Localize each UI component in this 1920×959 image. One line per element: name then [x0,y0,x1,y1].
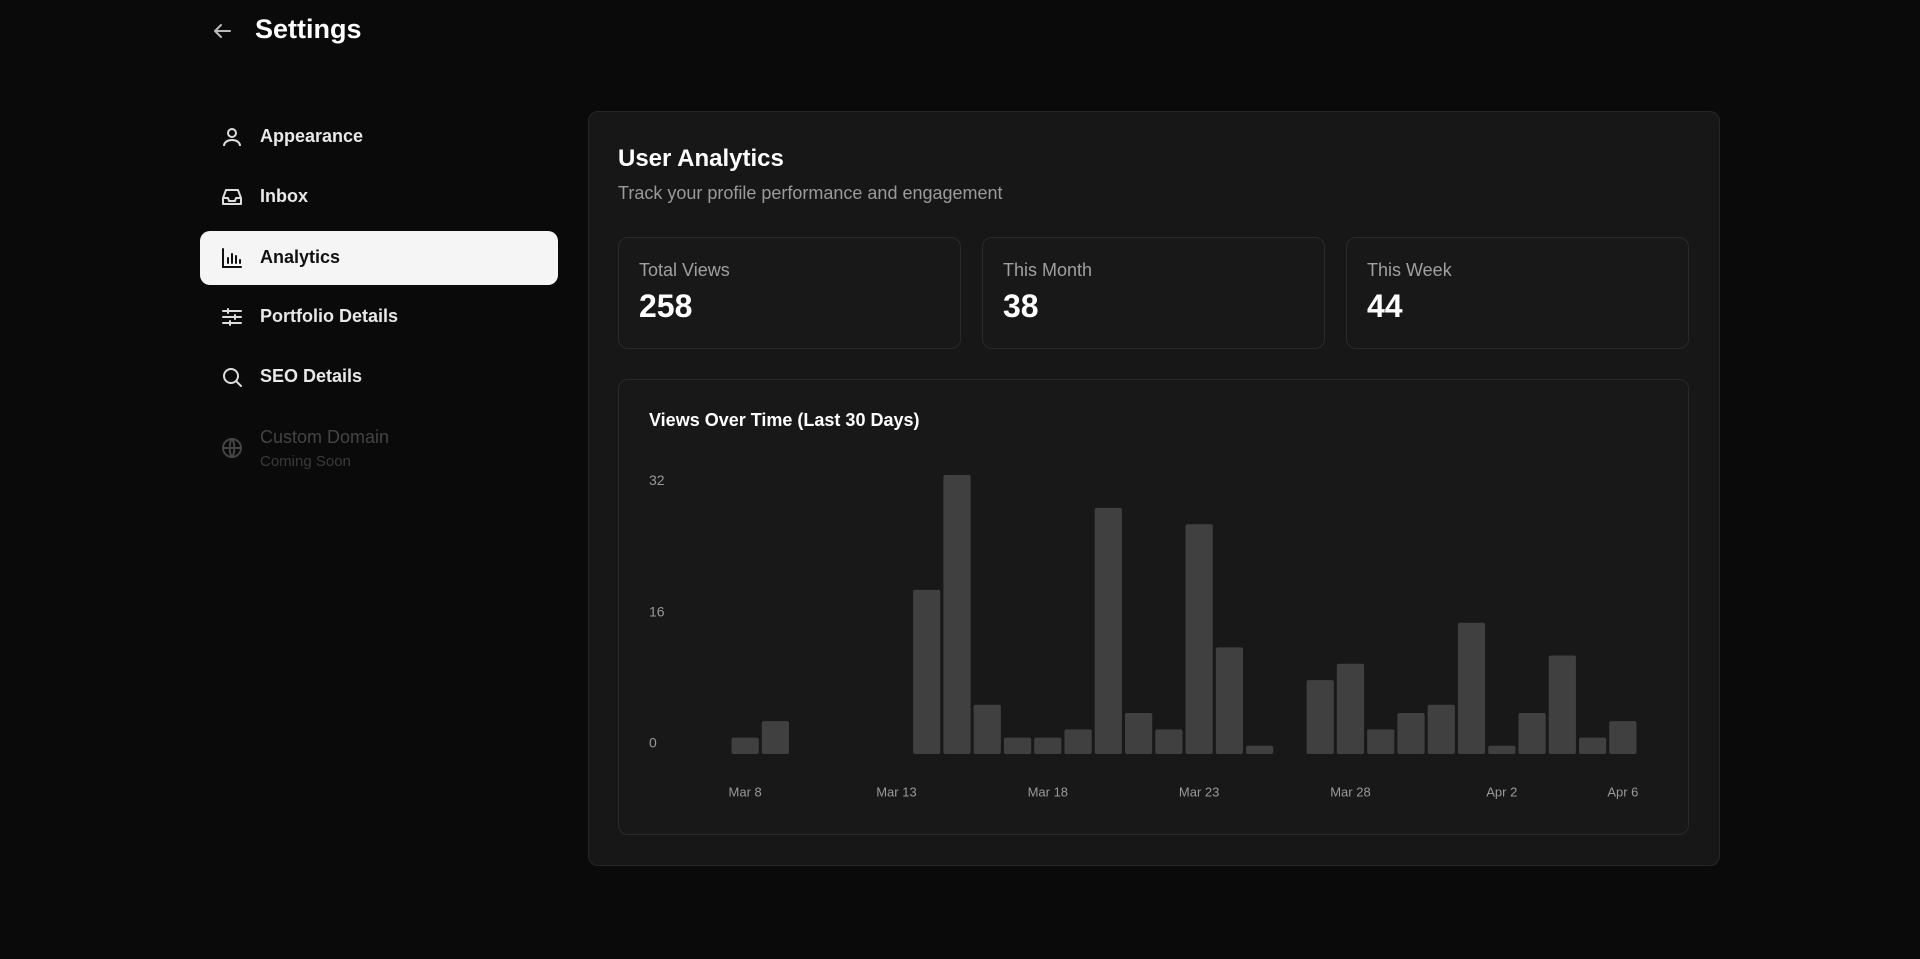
bar [1336,663,1365,754]
page-title: Settings [255,14,362,44]
icon [222,189,242,205]
stat-value: 44 [1367,288,1403,324]
nav-label: Appearance [260,126,364,146]
bar [1457,622,1486,754]
bar [1246,745,1274,754]
nav-note: Coming Soon [260,453,351,470]
icon [222,308,242,326]
bar [1155,729,1183,754]
bar [1518,712,1546,754]
nav-label: Portfolio Details [260,306,399,326]
y-tick-label: 0 [649,735,657,751]
nav-label: Inbox [260,186,308,206]
stat-value: 38 [1003,288,1039,324]
bar [1064,729,1092,754]
bar [1578,737,1607,754]
bar [1124,712,1153,754]
bar [1094,507,1122,754]
bar [913,589,941,754]
bar [1427,704,1455,754]
nav-appearance[interactable]: Appearance [200,110,558,164]
nav-label: Analytics [260,247,341,267]
bar [1397,712,1425,754]
nav-custom-domain: Custom Domain Coming Soon [200,421,558,475]
icon [222,438,242,458]
x-tick-label: Mar 13 [876,784,916,799]
x-tick-label: Mar 28 [1330,784,1370,799]
bar [943,475,971,754]
icon [222,248,242,268]
bar [1185,524,1213,754]
stat-card: This Week 44 [1346,237,1689,349]
icon [223,368,242,387]
stat-card: This Month 38 [982,237,1325,349]
bar [761,721,790,754]
nav-label: SEO Details [260,366,363,386]
nav-inbox[interactable]: Inbox [200,170,558,224]
bar [1488,745,1516,754]
bar [731,737,759,754]
nav-label: Custom Domain [260,427,390,447]
y-tick-label: 32 [649,472,665,488]
stat-value: 258 [639,288,693,324]
bar [1609,721,1637,754]
bar [1215,647,1244,754]
nav-analytics[interactable]: Analytics [200,231,558,285]
x-tick-label: Apr 2 [1486,784,1517,799]
bar [1367,729,1395,754]
back-button[interactable] [210,19,234,43]
stat-label: Total Views [639,260,730,280]
stat-card: Total Views 258 [618,237,961,349]
stat-label: This Week [1367,260,1452,280]
chart: Views Over Time (Last 30 Days) 0 16 32 Mar … [649,410,1638,800]
x-tick-label: Mar 23 [1179,784,1219,799]
chart-container [618,379,1689,835]
stat-label: This Month [1003,260,1093,280]
icon [223,128,241,147]
bar [973,704,1001,754]
x-tick-label: Mar 8 [729,784,762,799]
nav-portfolio[interactable]: Portfolio Details [200,290,558,344]
chart-title: Views Over Time (Last 30 Days) [649,410,919,430]
card-subtitle: Track your profile performance and engag… [618,183,1003,203]
bar [1548,655,1576,754]
card-title: User Analytics [618,145,784,172]
x-tick-label: Mar 18 [1028,784,1068,799]
x-tick-label: Apr 6 [1607,784,1638,799]
nav-seo[interactable]: SEO Details [200,350,558,404]
y-tick-label: 16 [649,603,665,619]
bar [1003,737,1032,754]
bar [1034,737,1062,754]
bar [1306,680,1334,754]
